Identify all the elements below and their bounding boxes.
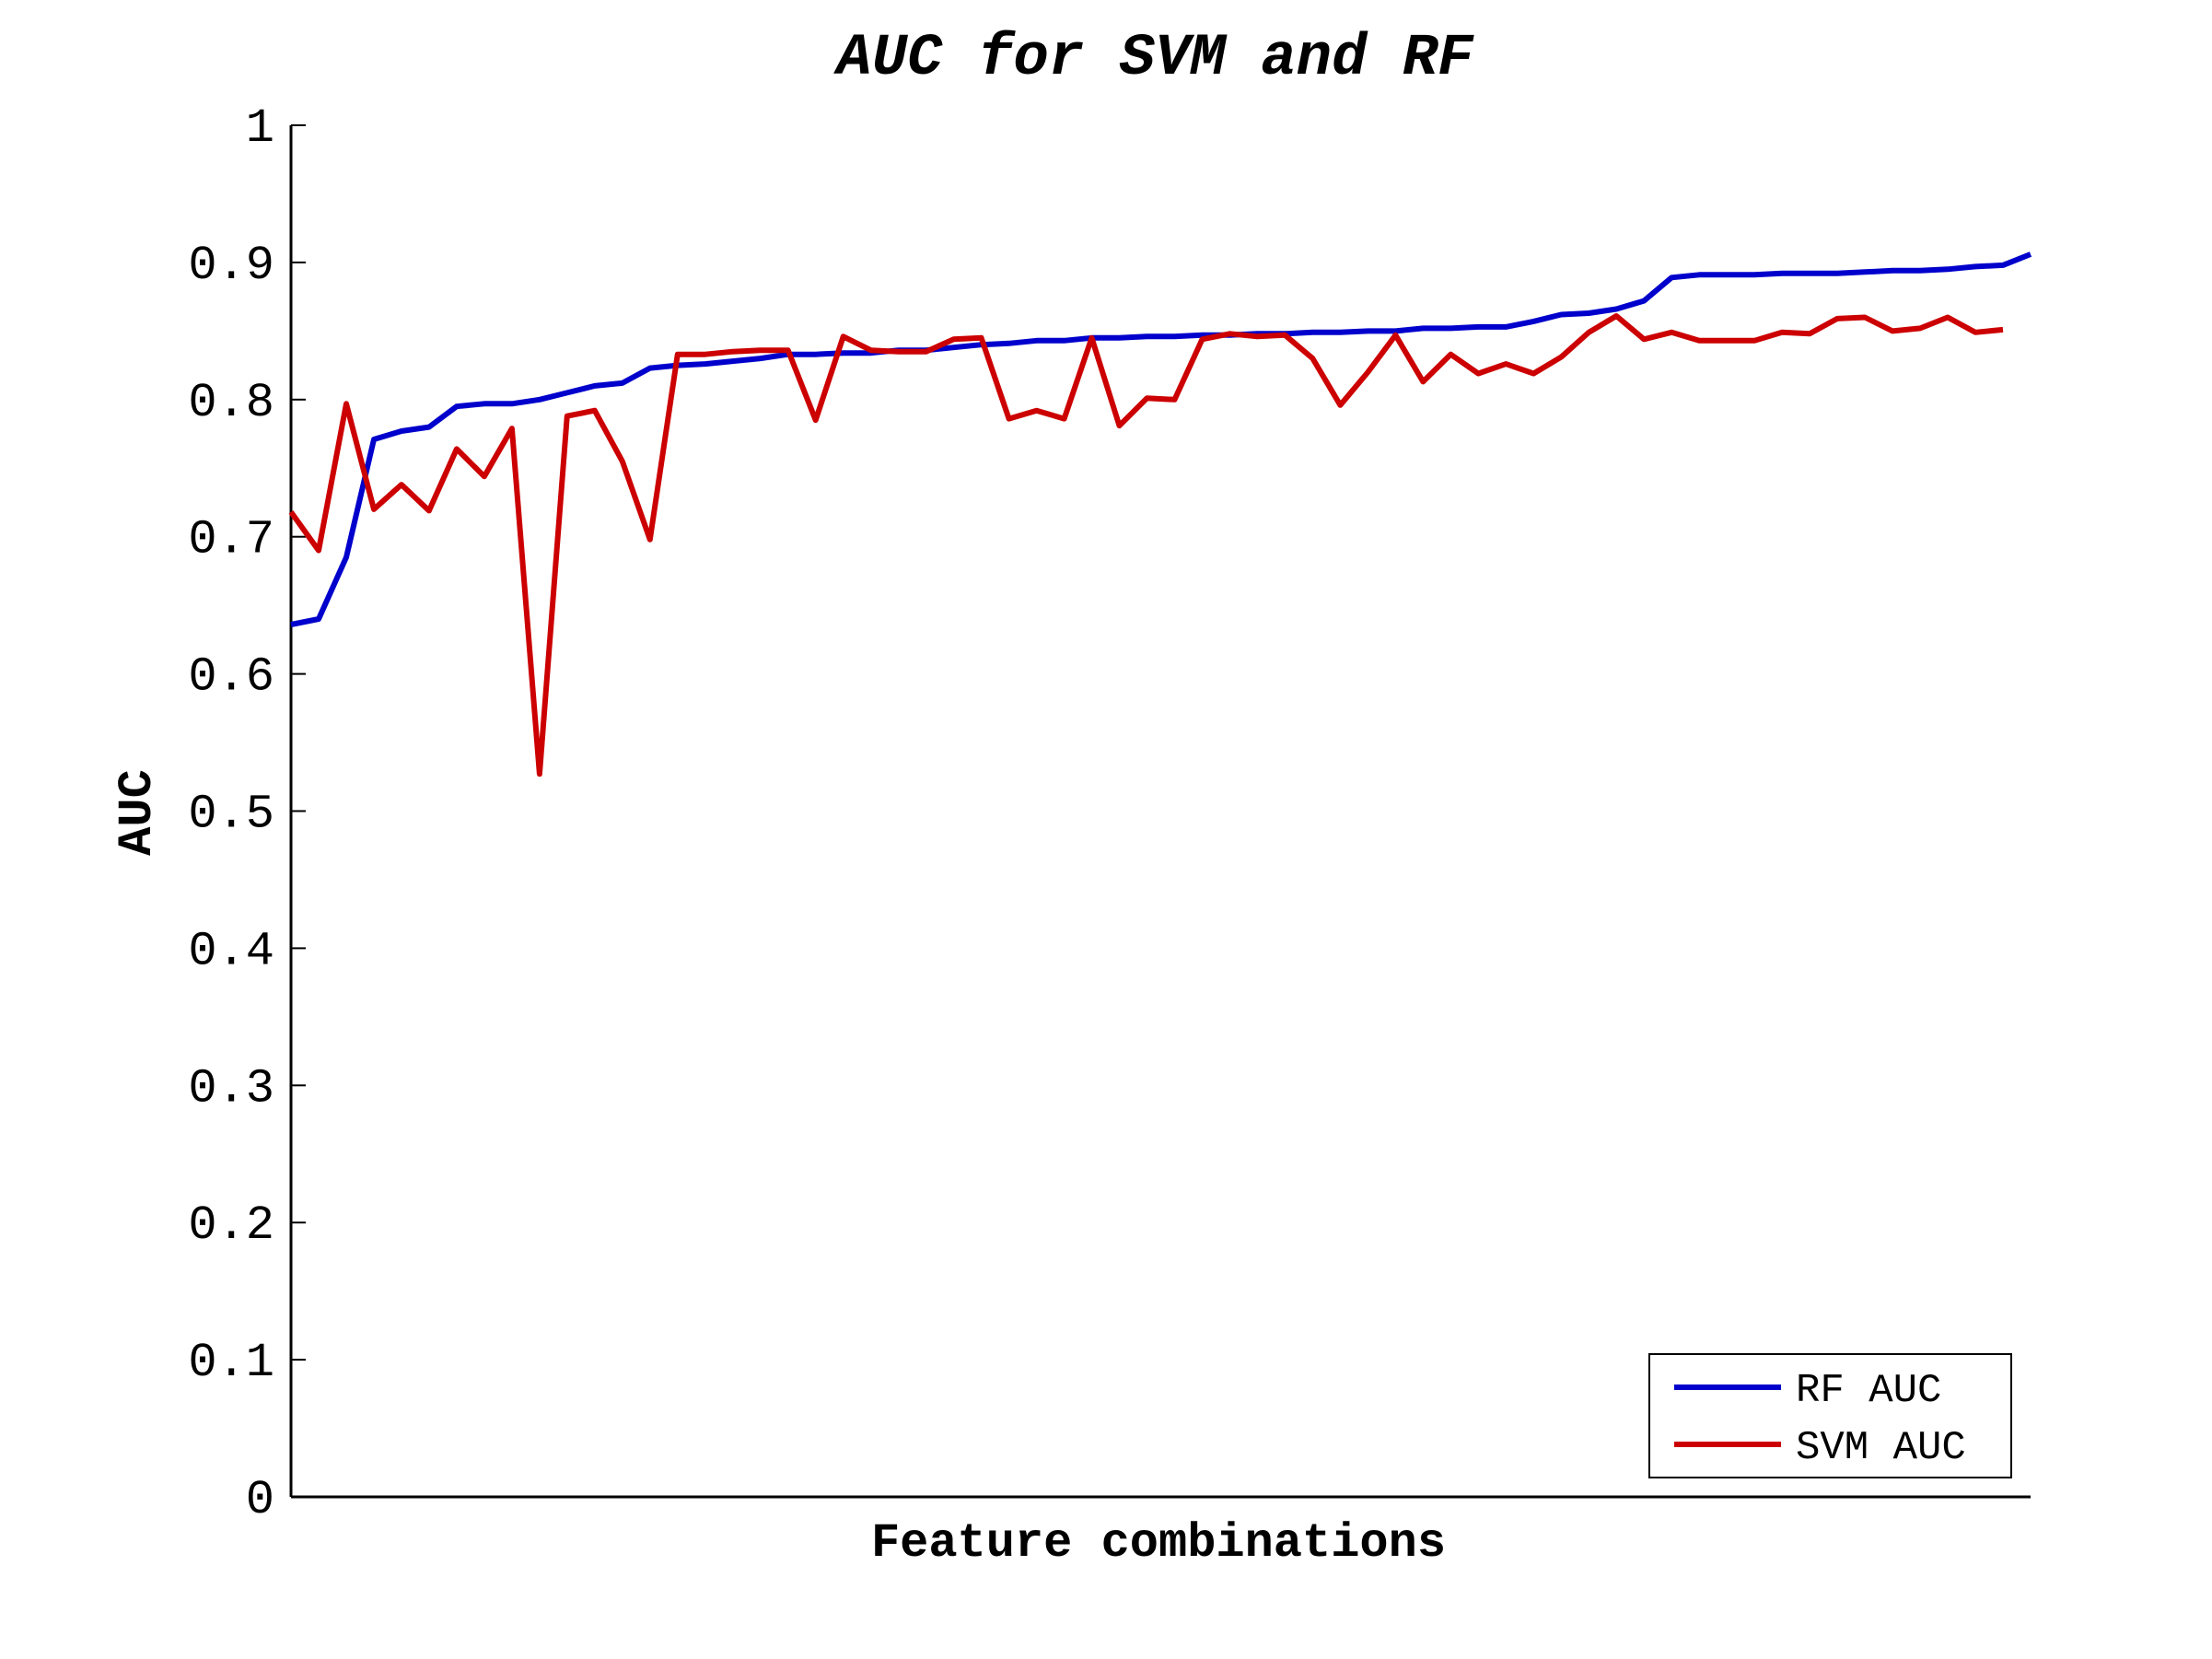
series-lines xyxy=(288,251,2032,777)
y-tick-label: 0.7 xyxy=(188,513,274,567)
series-line-svm-auc xyxy=(288,313,2004,777)
y-tick-label: 0.4 xyxy=(188,924,274,978)
legend-label-svm: SVM AUC xyxy=(1796,1425,1966,1471)
y-tick-label: 0.5 xyxy=(188,788,274,842)
series-line-rf-auc xyxy=(290,251,2032,627)
y-axis-label: AUC xyxy=(111,769,165,856)
y-tick-label: 0.3 xyxy=(188,1061,274,1116)
legend-label-rf: RF AUC xyxy=(1796,1368,1941,1414)
y-tick-label: 0.1 xyxy=(188,1336,274,1390)
y-tick-label: 1 xyxy=(246,101,274,156)
x-axis-label: Feature combinations xyxy=(871,1516,1446,1571)
y-tick-label: 0.2 xyxy=(188,1198,274,1253)
plot-area: 0 0.1 0.2 0.3 0.4 0.5 0.6 0.7 0.8 0.9 1 xyxy=(188,101,2032,1527)
legend-box xyxy=(1648,1353,2012,1478)
y-tick-label: 0.8 xyxy=(188,376,274,430)
y-axis-ticks: 0 0.1 0.2 0.3 0.4 0.5 0.6 0.7 0.8 0.9 1 xyxy=(188,101,306,1527)
y-tick-label: 0.6 xyxy=(188,650,274,705)
chart-title: AUC for SVM and RF xyxy=(832,26,1474,92)
legend: RF AUC SVM AUC xyxy=(1648,1353,2012,1478)
y-tick-label: 0.9 xyxy=(188,239,274,293)
y-tick-label: 0 xyxy=(246,1473,274,1527)
